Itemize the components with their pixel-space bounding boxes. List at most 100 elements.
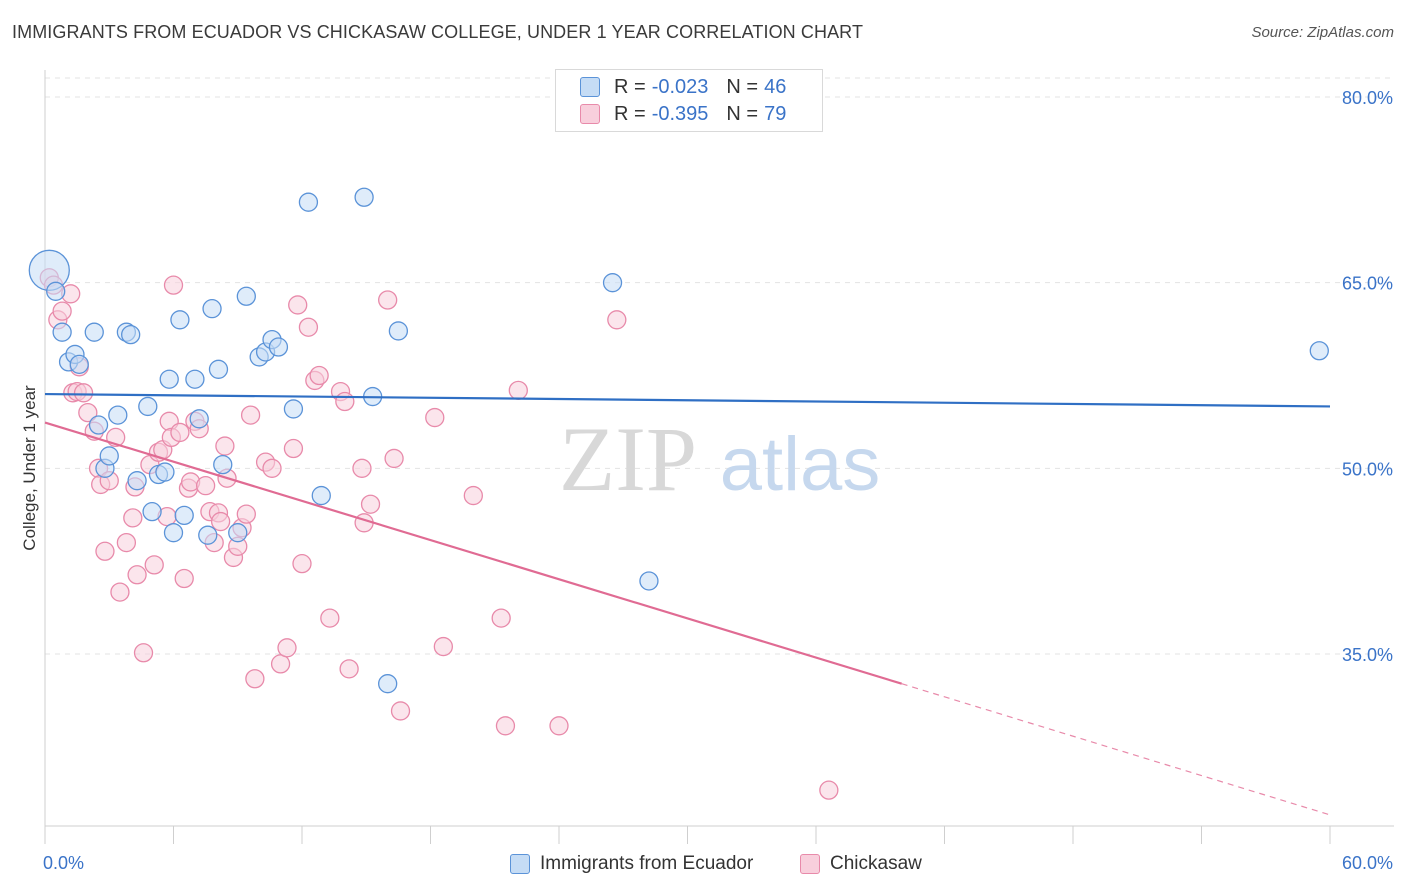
point-chickasaw	[352, 458, 372, 478]
point-ecuador	[155, 462, 175, 482]
legend-n-label: N =	[726, 102, 759, 125]
point-chickasaw	[378, 290, 398, 310]
point-ecuador	[174, 505, 194, 526]
point-ecuador	[185, 369, 205, 389]
x-tick-label: 0.0%	[43, 853, 84, 873]
source-label: Source: ZipAtlas.com	[1251, 24, 1394, 41]
point-ecuador	[202, 299, 222, 319]
point-chickasaw	[245, 669, 265, 689]
point-ecuador	[311, 485, 331, 506]
point-chickasaw	[116, 532, 137, 553]
point-chickasaw	[390, 701, 411, 721]
point-chickasaw	[73, 383, 94, 403]
point-ecuador	[121, 325, 141, 345]
legend: R = -0.023 N = 46 R = -0.395 N = 79	[555, 69, 823, 132]
point-ecuador	[163, 523, 184, 543]
legend-swatch-ecuador	[580, 77, 600, 97]
y-tick-label: 35.0%	[1342, 645, 1393, 665]
point-chickasaw	[78, 402, 98, 423]
point-chickasaw	[144, 555, 164, 575]
point-chickasaw	[320, 608, 340, 628]
point-ecuador	[88, 415, 109, 435]
grid-lines	[45, 77, 1394, 655]
point-ecuador	[354, 187, 374, 207]
y-tick-label: 50.0%	[1342, 459, 1393, 479]
point-chickasaw	[495, 716, 516, 736]
point-chickasaw	[298, 317, 319, 337]
point-chickasaw	[195, 476, 216, 496]
watermark-atlas: atlas	[720, 422, 881, 507]
point-chickasaw	[508, 380, 528, 401]
point-chickasaw	[819, 780, 839, 800]
point-chickasaw	[236, 504, 256, 524]
legend-row-chickasaw: R = -0.395 N = 79	[580, 102, 786, 126]
point-chickasaw	[463, 485, 483, 506]
series-ecuador-points	[28, 187, 1329, 694]
legend-row-ecuador: R = -0.023 N = 46	[580, 75, 786, 99]
point-ecuador	[208, 359, 229, 379]
bottom-legend-ecuador: Immigrants from Ecuador	[510, 852, 753, 876]
point-chickasaw	[309, 365, 329, 386]
point-ecuador	[189, 409, 209, 429]
x-tick-label: 60.0%	[1342, 853, 1393, 873]
point-chickasaw	[283, 438, 304, 459]
point-chickasaw	[339, 659, 359, 679]
trend-line-chickasaw	[44, 421, 902, 685]
bottom-legend-label-ecuador: Immigrants from Ecuador	[540, 853, 754, 874]
point-ecuador	[138, 396, 158, 417]
point-ecuador	[170, 310, 190, 330]
point-ecuador	[84, 322, 104, 342]
point-ecuador	[213, 454, 233, 475]
point-ecuador	[127, 471, 147, 491]
y-tick-label: 65.0%	[1342, 274, 1393, 294]
legend-r-label: R =	[614, 102, 646, 125]
bottom-legend-swatch-chickasaw	[800, 854, 820, 874]
point-chickasaw	[360, 494, 381, 514]
point-ecuador	[378, 674, 398, 694]
trend-lines	[44, 392, 1331, 816]
point-chickasaw	[127, 565, 147, 585]
point-chickasaw	[110, 582, 130, 602]
bottom-legend-label-chickasaw: Chickasaw	[830, 853, 922, 874]
point-chickasaw	[240, 405, 261, 425]
point-chickasaw	[549, 716, 569, 736]
point-ecuador	[602, 273, 623, 293]
watermark: ZIP atlas	[559, 408, 880, 510]
point-ecuador	[236, 286, 256, 306]
point-ecuador	[283, 399, 304, 419]
legend-n-value: 46	[764, 75, 787, 98]
point-ecuador	[99, 446, 119, 466]
series-chickasaw-points	[39, 268, 839, 800]
point-chickasaw	[384, 448, 404, 469]
point-chickasaw	[174, 568, 194, 589]
legend-r-value: -0.023	[651, 75, 709, 98]
point-chickasaw	[433, 636, 454, 657]
legend-swatch-chickasaw	[580, 104, 600, 124]
point-chickasaw	[52, 301, 72, 321]
point-ecuador	[228, 523, 248, 543]
point-chickasaw	[292, 553, 312, 574]
point-ecuador	[108, 405, 128, 425]
point-chickasaw	[607, 310, 627, 330]
point-chickasaw	[95, 541, 115, 561]
watermark-zip: ZIP	[559, 408, 697, 510]
point-chickasaw	[335, 391, 355, 412]
point-ecuador	[198, 525, 218, 545]
bottom-legend-chickasaw: Chickasaw	[800, 852, 922, 876]
point-ecuador	[46, 281, 66, 301]
legend-r-value: -0.395	[651, 102, 709, 125]
point-chickasaw	[215, 436, 235, 456]
point-chickasaw	[170, 422, 190, 443]
point-ecuador	[1309, 341, 1329, 361]
point-ecuador	[52, 322, 72, 342]
point-chickasaw	[123, 508, 143, 528]
point-ecuador	[388, 321, 409, 341]
point-ecuador	[69, 354, 89, 375]
point-ecuador	[639, 571, 659, 591]
x-tick-labels: 0.0% 60.0%	[43, 853, 1393, 873]
point-chickasaw	[133, 643, 154, 663]
chart-title: IMMIGRANTS FROM ECUADOR VS CHICKASAW COL…	[12, 22, 864, 42]
legend-r-label: R =	[614, 75, 646, 98]
point-chickasaw	[262, 458, 282, 478]
